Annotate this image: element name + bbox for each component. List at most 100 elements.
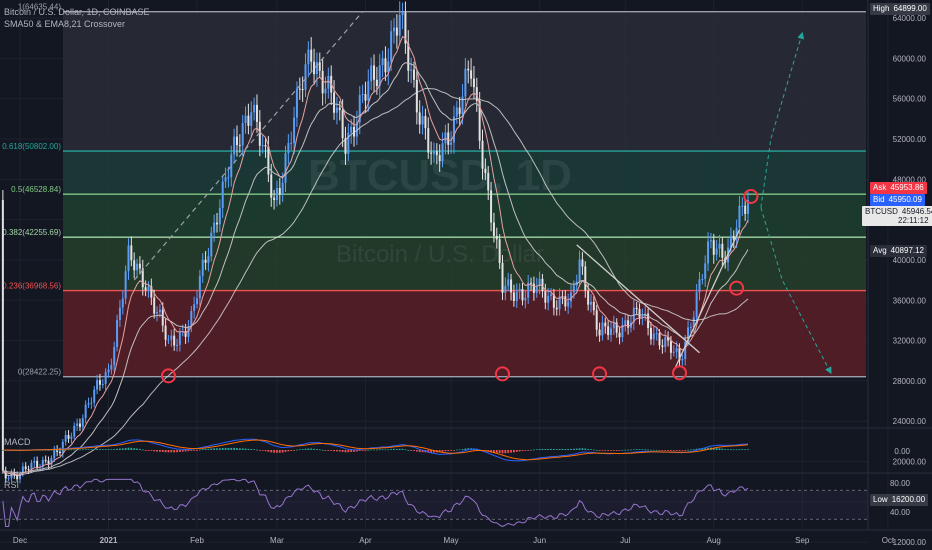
candle-body <box>141 268 144 288</box>
macd-histogram-bar <box>375 449 378 451</box>
candle-body <box>464 68 467 97</box>
fib-level-label: 0.618(50802.00) <box>2 142 61 151</box>
candle-body <box>250 112 253 126</box>
candle-body <box>178 332 181 345</box>
candle-body <box>732 235 735 240</box>
candle-body <box>695 292 698 318</box>
candle-body <box>93 389 96 403</box>
candle-body <box>184 331 187 337</box>
candle-body <box>204 259 207 263</box>
macd-histogram-bar <box>284 450 287 452</box>
macd-histogram-bar <box>604 450 607 451</box>
macd-histogram-bar <box>116 448 118 450</box>
candle-body <box>136 263 139 271</box>
drawings[interactable] <box>133 11 832 384</box>
rsi-band <box>0 490 868 520</box>
candle-body <box>684 341 687 360</box>
macd-histogram-bar <box>87 449 90 450</box>
macd-histogram-bar <box>652 449 655 451</box>
support-circle <box>160 368 176 384</box>
macd-histogram-bar <box>104 449 107 450</box>
macd-histogram-bar <box>407 449 410 451</box>
candle-body <box>21 466 24 474</box>
candle-body <box>24 466 27 470</box>
macd-histogram-bar <box>567 448 570 450</box>
macd-histogram-bar <box>498 450 501 454</box>
macd-histogram-bar <box>570 448 572 450</box>
candle-body <box>567 301 570 307</box>
macd-histogram-bar <box>136 448 138 450</box>
candle-body <box>424 115 427 129</box>
macd-histogram-bar <box>544 449 547 450</box>
macd-histogram-bar <box>587 448 590 450</box>
candle-body <box>535 286 538 293</box>
macd-histogram-bar <box>601 450 604 451</box>
time-axis-tick: May <box>444 536 459 545</box>
candle-body <box>321 70 324 94</box>
candle-body <box>287 143 290 154</box>
macd-histogram-bar <box>738 449 741 450</box>
macd-histogram-bar <box>324 450 327 451</box>
candle-body <box>515 291 518 301</box>
fib-zone <box>63 194 866 238</box>
price-axis-tick: 12000.00 <box>893 538 927 547</box>
macd-histogram-bar <box>276 450 278 453</box>
macd-histogram-bar <box>353 450 355 452</box>
candle-body <box>552 294 555 308</box>
candle-body <box>144 287 147 291</box>
macd-histogram-bar <box>127 447 130 450</box>
symbol-title[interactable]: Bitcoin / U.S. Dollar, 1D, COINBASE <box>4 7 150 17</box>
candle-body <box>333 92 336 113</box>
macd-histogram-bar <box>687 449 689 451</box>
high-value: 64899.00 <box>893 4 927 13</box>
candle-body <box>689 326 692 328</box>
macd-histogram-bar <box>158 450 161 452</box>
rsi-label[interactable]: RSI <box>4 480 20 490</box>
macd-pane <box>1 438 749 462</box>
macd-histogram-bar <box>667 450 669 451</box>
candle-body <box>313 61 316 75</box>
fib-level-label: 0.236(36968.56) <box>2 282 61 291</box>
bid-key: Bid <box>873 194 885 204</box>
candle-body <box>398 14 401 36</box>
macd-histogram-bar <box>367 449 370 451</box>
macd-histogram-bar <box>390 449 393 450</box>
macd-histogram-bar <box>230 447 233 450</box>
candle-body <box>261 145 264 147</box>
macd-histogram-bar <box>50 449 53 451</box>
avg-key: Avg <box>873 245 887 255</box>
time-axis-tick: Mar <box>270 536 284 545</box>
macd-histogram-bar <box>575 448 578 450</box>
candle-body <box>561 296 564 298</box>
downtrend-line <box>576 244 700 354</box>
candle-body <box>1 199 4 471</box>
candle-body <box>16 475 19 480</box>
macd-histogram-bar <box>130 447 133 450</box>
candle-body <box>707 241 710 264</box>
candle-body <box>150 286 153 298</box>
macd-histogram-bar <box>398 448 401 450</box>
macd-histogram-bar <box>718 448 721 450</box>
rsi-pane <box>0 478 868 528</box>
macd-histogram-bar <box>515 450 518 452</box>
macd-histogram-bar <box>632 449 635 451</box>
candle-body <box>156 311 159 314</box>
macd-histogram-bar <box>361 450 364 451</box>
avg-price-tag: Avg 40897.12 <box>870 244 928 257</box>
candle-body <box>290 142 293 144</box>
macd-histogram-bar <box>732 449 735 451</box>
candle-body <box>301 89 304 91</box>
macd-histogram-bar <box>595 449 598 451</box>
indicator-title[interactable]: SMA50 & EMA8,21 Crossover <box>4 19 126 29</box>
macd-histogram-bar <box>729 449 732 451</box>
macd-histogram-bar <box>692 449 695 450</box>
time-axis-tick: Dec <box>13 536 27 545</box>
macd-histogram-bar <box>164 450 167 453</box>
macd-label[interactable]: MACD <box>4 437 31 447</box>
time-axis-tick: Jul <box>620 536 630 545</box>
price-axis-tick: 24000.00 <box>893 417 927 426</box>
macd-histogram-bar <box>161 450 164 452</box>
macd-histogram-bar <box>521 450 524 452</box>
candle-body <box>712 240 715 255</box>
